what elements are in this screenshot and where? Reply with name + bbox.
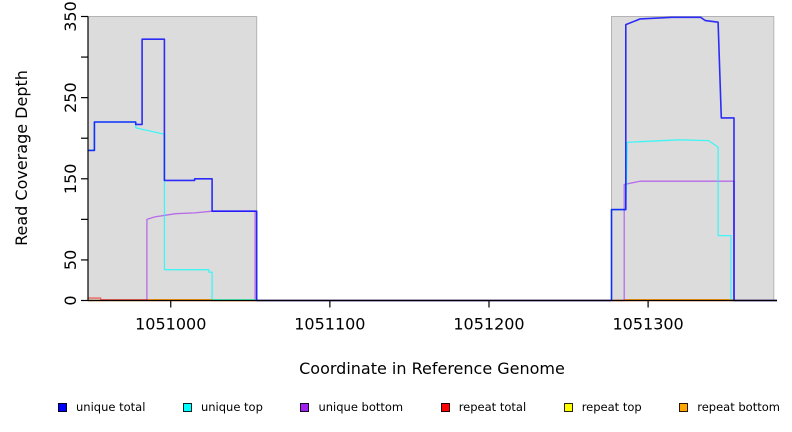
legend-label: repeat total bbox=[458, 400, 527, 414]
legend-item-unique-total: unique total bbox=[58, 400, 145, 414]
legend-swatch-unique-top bbox=[182, 402, 192, 412]
legend-swatch-repeat-top bbox=[563, 402, 573, 412]
legend-item-unique-top: unique top bbox=[182, 400, 263, 414]
legend-item-repeat-bottom: repeat bottom bbox=[679, 400, 780, 414]
shaded-region bbox=[87, 16, 258, 301]
shaded-repeat-regions bbox=[87, 16, 775, 301]
x-axis-label: Coordinate in Reference Genome bbox=[299, 359, 565, 378]
legend-swatch-unique-total bbox=[58, 402, 67, 412]
legend-label: repeat bottom bbox=[697, 400, 780, 414]
legend-swatch-repeat-bottom bbox=[679, 402, 689, 412]
y-axis-label: Read Coverage Depth bbox=[12, 70, 31, 246]
chart-canvas: 0 50 150 250 350 1051000 1051100 1051200 1051300… bbox=[12, 1, 777, 378]
shaded-region bbox=[611, 16, 775, 301]
legend-label: unique total bbox=[76, 400, 146, 414]
y-tick-label: 0 bbox=[61, 295, 80, 305]
x-tick-label: 1051000 bbox=[135, 315, 206, 334]
legend-swatch-repeat-total bbox=[440, 402, 450, 412]
legend-swatch-unique-bottom bbox=[300, 402, 310, 412]
y-tick-label: 150 bbox=[61, 164, 80, 195]
x-tick-label: 1051200 bbox=[453, 315, 524, 334]
legend-item-unique-bottom: unique bottom bbox=[300, 400, 403, 414]
legend: unique total unique top unique bottom repea… bbox=[0, 397, 792, 417]
axes-and-ticks: 0 50 150 250 350 1051000 1051100 1051200 1051300 bbox=[61, 1, 777, 334]
y-tick-label: 250 bbox=[61, 82, 80, 113]
x-tick-label: 1051300 bbox=[612, 315, 683, 334]
legend-label: unique top bbox=[200, 400, 263, 414]
legend-item-repeat-total: repeat total bbox=[440, 400, 527, 414]
legend-item-repeat-top: repeat top bbox=[563, 400, 642, 414]
series-line-unique-total bbox=[88, 16, 777, 302]
legend-label: unique bottom bbox=[318, 400, 404, 414]
x-tick-label: 1051100 bbox=[294, 315, 365, 334]
legend-label: repeat top bbox=[581, 400, 642, 414]
y-tick-label: 50 bbox=[61, 250, 80, 270]
y-tick-label: 350 bbox=[61, 1, 80, 32]
